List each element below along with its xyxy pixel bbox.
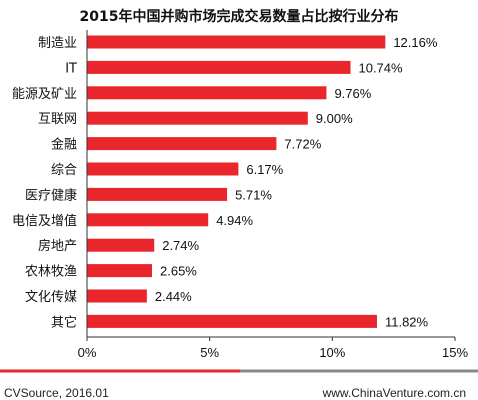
value-label: 9.76% (334, 86, 371, 101)
bar (87, 289, 147, 303)
bars-group: 制造业 12.16% IT 10.74% 能源及矿业 9.76% 互联网 9.00% 金融 7.7… (12, 35, 438, 330)
source-text: CVSource, 2016.01 (4, 386, 109, 400)
value-label: 10.74% (358, 60, 403, 75)
value-label: 4.94% (216, 213, 253, 228)
value-label: 7.72% (284, 137, 321, 152)
bar (87, 162, 239, 176)
chart-title: 2015年中国并购市场完成交易数量占比按行业分布 (80, 8, 399, 25)
category-label: 制造业 (38, 36, 77, 51)
category-label: 金融 (51, 137, 77, 153)
category-label: 文化传媒 (25, 290, 77, 305)
x-tick-label: 15% (442, 345, 468, 360)
bar (87, 35, 386, 49)
bar (87, 60, 351, 74)
bar (87, 314, 377, 328)
bar (87, 238, 155, 252)
x-tick-label: 10% (319, 345, 345, 360)
value-label: 9.00% (316, 111, 353, 126)
category-label: 能源及矿业 (12, 87, 77, 102)
x-tick-label: 5% (200, 345, 219, 360)
x-tick-label: 0% (78, 345, 97, 360)
value-label: 6.17% (246, 162, 283, 177)
category-label: 综合 (51, 163, 77, 178)
value-label: 5.71% (235, 187, 272, 202)
bar (87, 137, 277, 151)
category-label: 房地产 (38, 238, 77, 254)
value-label: 2.44% (155, 289, 192, 304)
category-label: 其它 (51, 314, 77, 330)
value-label: 2.65% (160, 264, 197, 279)
category-label: 电信及增值 (12, 213, 77, 229)
bar (87, 264, 153, 278)
bar (87, 187, 228, 201)
category-label: 互联网 (38, 112, 77, 127)
bar (87, 86, 327, 100)
website-text: www.ChinaVenture.com.cn (322, 386, 466, 400)
value-label: 12.16% (393, 35, 438, 50)
category-label: 医疗健康 (25, 187, 77, 203)
x-axis: 0% 5% 10% 15% (0, 30, 478, 373)
bar (87, 111, 308, 125)
value-label: 11.82% (385, 314, 429, 329)
value-label: 2.74% (162, 238, 199, 253)
category-label: IT (65, 61, 77, 76)
category-label: 农林牧渔 (25, 265, 77, 280)
bar (87, 213, 209, 227)
